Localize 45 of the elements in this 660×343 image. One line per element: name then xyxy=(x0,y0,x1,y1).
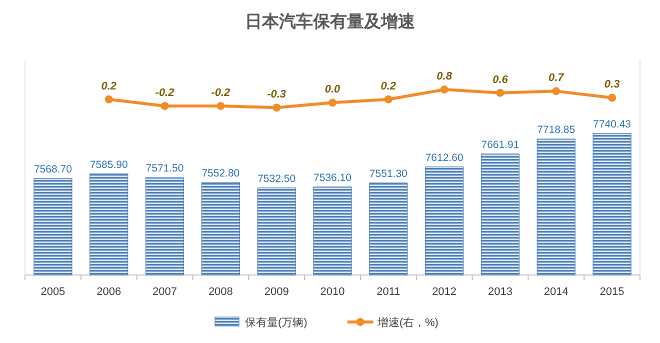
data-label: 7552.80 xyxy=(202,168,240,180)
x-tick-label: 2012 xyxy=(432,286,457,298)
data-label: 7571.50 xyxy=(146,162,184,175)
data-label: 7740.43 xyxy=(593,118,632,130)
data-label: 0.2 xyxy=(101,80,117,92)
x-tick-label: 2015 xyxy=(600,286,624,298)
data-label: 0.0 xyxy=(324,84,342,96)
point xyxy=(384,95,392,104)
point xyxy=(160,102,169,110)
data-label: 7612.60 xyxy=(425,152,464,164)
data-label: 0.2 xyxy=(380,80,396,92)
data-label: -0.3 xyxy=(267,88,286,101)
data-label: 0.8 xyxy=(436,70,453,83)
legend-label: 保有量(万辆) xyxy=(245,317,308,329)
x-tick-label: 2007 xyxy=(152,286,178,298)
data-label: 0.7 xyxy=(548,72,565,84)
data-label: -0.2 xyxy=(155,86,174,99)
chart-title: 日本汽车保有量及增速 xyxy=(245,12,415,31)
data-label: 7536.10 xyxy=(314,172,352,184)
data-label: 0.6 xyxy=(492,74,509,86)
data-label: 7551.30 xyxy=(369,168,408,180)
point xyxy=(496,88,504,97)
point xyxy=(272,104,281,112)
x-tick-label: 2006 xyxy=(96,286,122,298)
point xyxy=(216,102,225,110)
data-label: 7532.50 xyxy=(258,172,296,185)
x-tick-label: 2013 xyxy=(488,286,512,298)
x-tick-label: 2009 xyxy=(264,286,289,298)
point xyxy=(552,87,560,96)
point xyxy=(608,94,616,102)
x-tick-label: 2008 xyxy=(208,286,233,298)
data-label: -0.2 xyxy=(211,86,230,99)
x-tick-label: 2014 xyxy=(544,286,568,298)
x-tick-label: 2005 xyxy=(40,286,66,298)
x-tick-label: 2011 xyxy=(376,286,400,298)
data-label: 7661.91 xyxy=(481,138,520,151)
x-tick-label: 2010 xyxy=(320,286,345,298)
legend-label: 增速(右，%) xyxy=(376,316,438,329)
data-label: 0.3 xyxy=(604,78,620,91)
point xyxy=(440,86,448,94)
data-label: 7718.85 xyxy=(537,124,576,136)
point xyxy=(104,95,113,104)
data-label: 7568.70 xyxy=(34,163,72,176)
point xyxy=(328,98,336,107)
data-label: 7585.90 xyxy=(90,158,128,171)
